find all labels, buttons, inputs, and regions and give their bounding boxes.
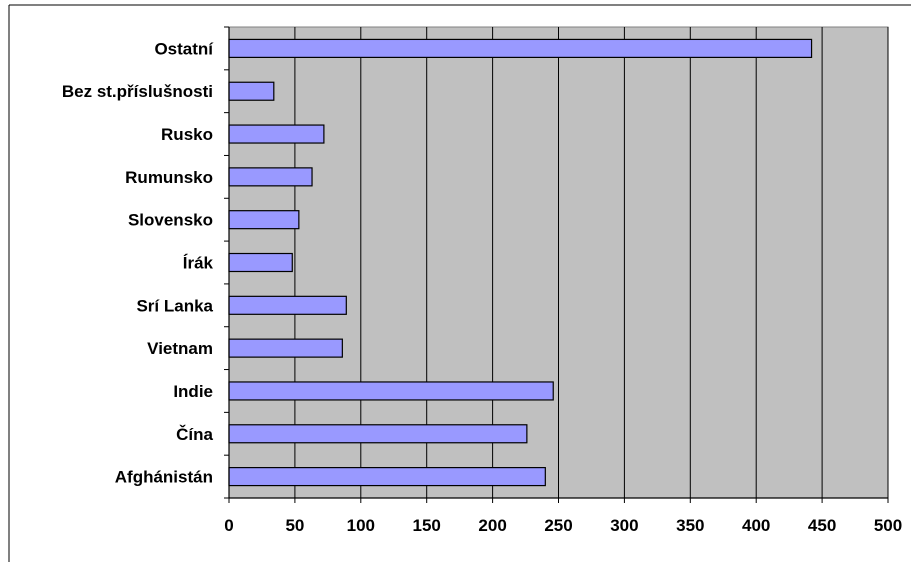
bar-1 [228,81,275,101]
bar-3 [228,167,313,187]
x-tick-label: 50 [285,516,304,535]
axes [224,26,888,499]
bars [228,38,813,487]
category-label: Bez st.příslušnosti [62,82,213,101]
x-tick-label: 0 [224,516,233,535]
x-tick-label: 100 [347,516,375,535]
bar-6 [228,295,347,315]
x-tick-label: 350 [676,516,704,535]
x-tick-label: 200 [478,516,506,535]
category-label: Rumunsko [125,168,213,187]
x-tick-label: 150 [413,516,441,535]
x-axis-ticks: 0 50 100 150 200 250 300 350 400 450 500 [224,498,902,535]
category-label: Ostatní [154,39,214,58]
bar-9 [228,424,528,444]
category-label: Čína [176,425,213,444]
category-label: Írák [183,254,214,273]
bar-10 [228,466,546,487]
x-tick-label: 450 [808,516,836,535]
x-tick-label: 500 [874,516,902,535]
category-label: Rusko [161,125,213,144]
category-label: Srí Lanka [136,296,213,315]
category-label: Slovensko [128,211,213,230]
category-label: Vietnam [147,339,213,358]
category-label: Afghánistán [115,468,213,487]
x-tick-label: 400 [742,516,770,535]
category-label: Indie [173,382,213,401]
bar-4 [228,210,300,230]
gridlines [294,27,889,498]
category-labels: Ostatní Bez st.příslušnosti Rusko Rumunsko S… [62,39,214,486]
bar-5 [228,252,293,273]
x-tick-label: 300 [610,516,638,535]
x-tick-label: 250 [544,516,572,535]
bar-0 [228,38,813,59]
bar-8 [228,381,554,401]
bar-2 [228,124,325,144]
bar-7 [228,338,343,358]
